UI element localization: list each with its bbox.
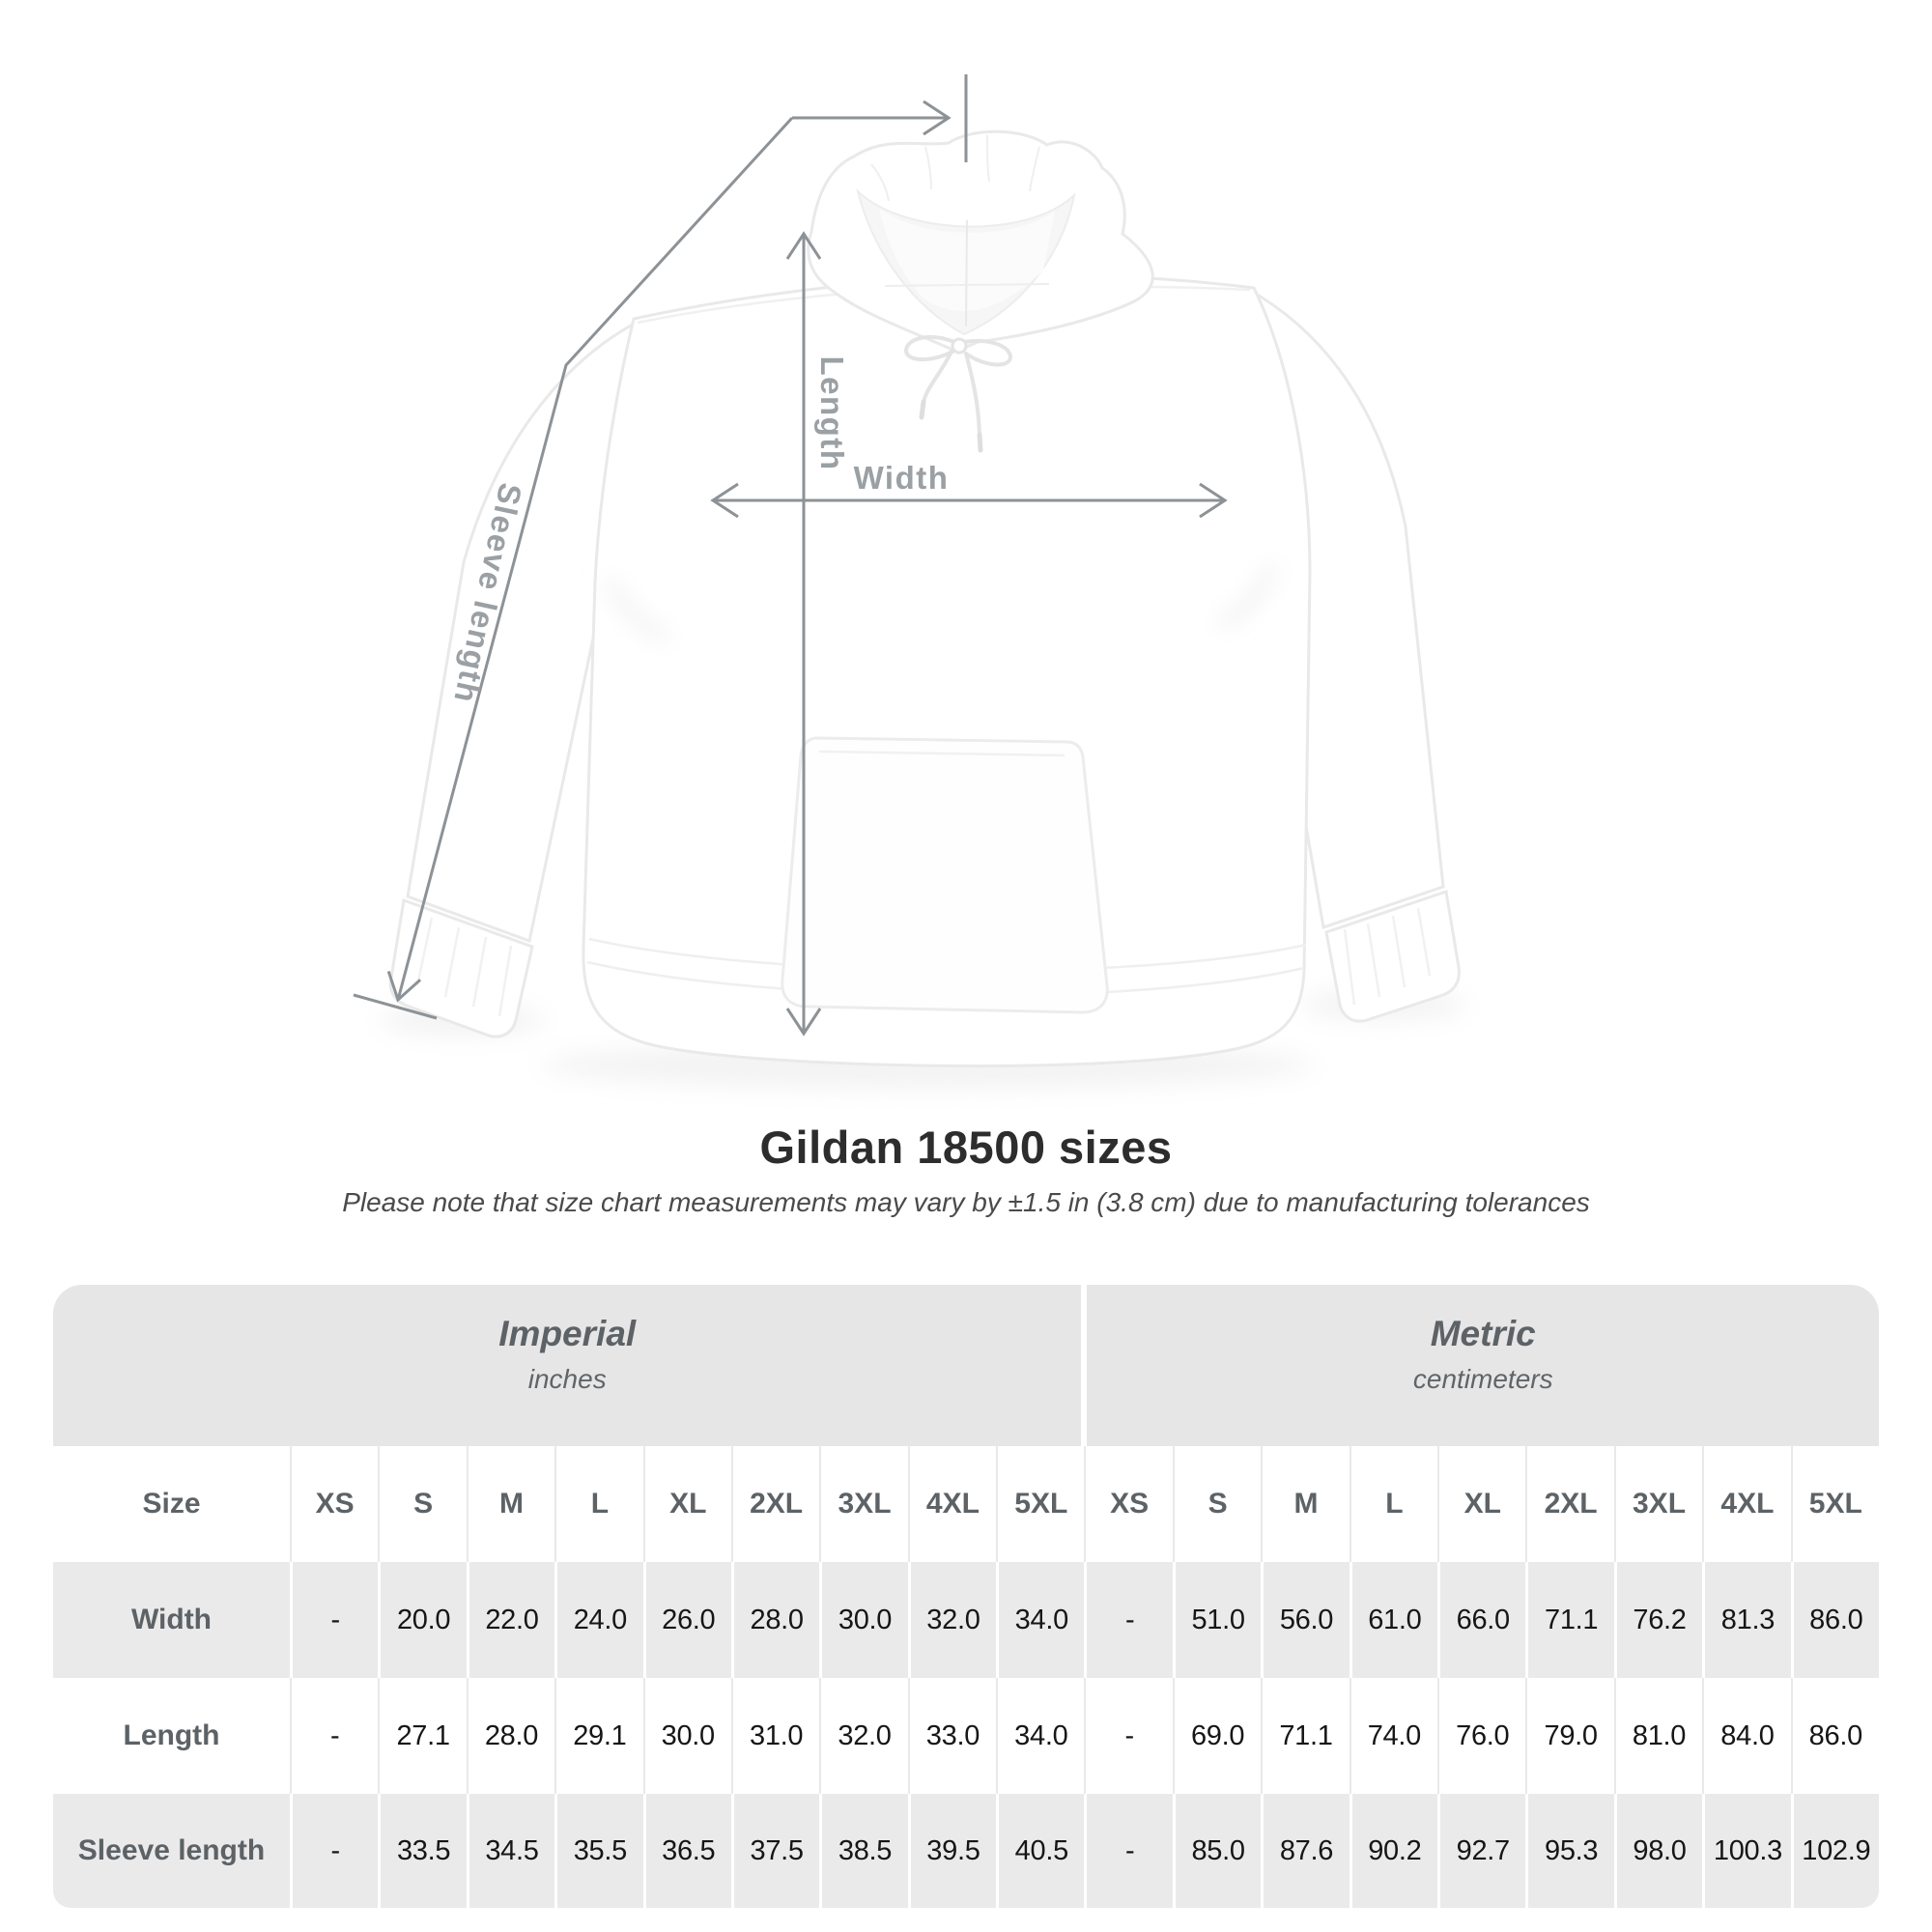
table-cell: 37.5 (730, 1794, 820, 1908)
table-cell: 71.1 (1525, 1562, 1614, 1678)
column-header: 4XL (1702, 1446, 1791, 1562)
table-cell: 56.0 (1261, 1562, 1350, 1678)
table-cell: 95.3 (1525, 1794, 1614, 1908)
table-cell: 87.6 (1261, 1794, 1350, 1908)
column-header: 2XL (1525, 1446, 1614, 1562)
width-label: Width (854, 460, 950, 496)
page-title: Gildan 18500 sizes (759, 1122, 1173, 1173)
table-cell: 35.5 (554, 1794, 643, 1908)
imperial-section-header: Imperial inches (53, 1285, 1082, 1446)
hoodie-illustration: Length Width Sleeve length (353, 74, 1465, 1089)
table-cell: 36.5 (642, 1794, 731, 1908)
table-cell: 84.0 (1702, 1678, 1791, 1794)
table-cell: 92.7 (1437, 1794, 1526, 1908)
tolerance-note: Please note that size chart measurements… (342, 1187, 1590, 1217)
table-cell: 40.5 (996, 1794, 1085, 1908)
size-column-header: Size (53, 1446, 290, 1562)
table-cell: 61.0 (1349, 1562, 1438, 1678)
table-cell: 32.0 (819, 1678, 908, 1794)
hoodie-left-sleeve (388, 318, 641, 1038)
table-cell: 29.1 (554, 1678, 643, 1794)
table-cell: 34.0 (996, 1678, 1085, 1794)
table-cell: 33.5 (378, 1794, 467, 1908)
table-cell: 34.5 (466, 1794, 555, 1908)
metric-title: Metric (1430, 1314, 1536, 1353)
table-cell: - (1084, 1562, 1173, 1678)
table-cell: 81.3 (1702, 1562, 1791, 1678)
table-cell: 26.0 (642, 1562, 731, 1678)
table-cell: 22.0 (466, 1562, 555, 1678)
column-header: M (1261, 1446, 1350, 1562)
table-cell: 31.0 (730, 1678, 820, 1794)
table-cell: 34.0 (996, 1562, 1085, 1678)
column-header: 3XL (819, 1446, 908, 1562)
column-header: XL (1437, 1446, 1526, 1562)
table-cell: 74.0 (1349, 1678, 1438, 1794)
table-cell: 32.0 (907, 1562, 997, 1678)
table-cell: 66.0 (1437, 1562, 1526, 1678)
table-cell: 39.5 (907, 1794, 997, 1908)
table-cell: - (290, 1678, 379, 1794)
size-table: Imperial inches Metric centimeters Size … (53, 1285, 1879, 1908)
imperial-unit: inches (527, 1364, 607, 1394)
table-cell: 38.5 (819, 1794, 908, 1908)
table-cell: 86.0 (1790, 1678, 1879, 1794)
hoodie-hood (807, 129, 1154, 354)
row-label-width: Width (53, 1562, 290, 1678)
column-header: L (554, 1446, 643, 1562)
table-cell: 81.0 (1613, 1678, 1703, 1794)
table-cell: 24.0 (554, 1562, 643, 1678)
table-cell: 90.2 (1349, 1794, 1438, 1908)
table-cell: 51.0 (1172, 1562, 1262, 1678)
title-block: Gildan 18500 sizes Please note that size… (0, 1121, 1932, 1218)
table-cell: 33.0 (907, 1678, 997, 1794)
metric-section-header: Metric centimeters (1087, 1285, 1879, 1446)
metric-unit: centimeters (1412, 1364, 1553, 1394)
column-header: 5XL (996, 1446, 1085, 1562)
table-cell: - (290, 1794, 379, 1908)
column-header: XS (290, 1446, 379, 1562)
table-cell: - (1084, 1678, 1173, 1794)
column-header: XS (1084, 1446, 1173, 1562)
table-cell: 76.0 (1437, 1678, 1526, 1794)
column-header: 5XL (1790, 1446, 1879, 1562)
table-cell: 30.0 (642, 1678, 731, 1794)
length-label: Length (814, 356, 850, 471)
hoodie-drawstrings (904, 334, 1013, 453)
column-header: L (1349, 1446, 1438, 1562)
row-label-length: Length (53, 1678, 290, 1794)
table-cell: 102.9 (1790, 1794, 1879, 1908)
hoodie-measurement-diagram: Length Width Sleeve length (353, 74, 1465, 1089)
column-header: XL (642, 1446, 731, 1562)
imperial-title: Imperial (498, 1314, 637, 1353)
column-header: S (378, 1446, 467, 1562)
table-cell: 28.0 (730, 1562, 820, 1678)
sleeve-length-line (386, 116, 794, 1003)
table-cell: 69.0 (1172, 1678, 1262, 1794)
table-cell: 76.2 (1613, 1562, 1703, 1678)
table-cell: 79.0 (1525, 1678, 1614, 1794)
table-cell: 85.0 (1172, 1794, 1262, 1908)
table-cell: 28.0 (466, 1678, 555, 1794)
table-cell: 100.3 (1702, 1794, 1791, 1908)
sleeve-bottom-tick (353, 993, 438, 1020)
table-cell: 86.0 (1790, 1562, 1879, 1678)
column-header: S (1172, 1446, 1262, 1562)
row-label-sleeve-length: Sleeve length (53, 1794, 290, 1908)
hoodie-body (582, 273, 1312, 1067)
table-cell: 20.0 (378, 1562, 467, 1678)
table-cell: 27.1 (378, 1678, 467, 1794)
table-cell: 98.0 (1613, 1794, 1703, 1908)
hoodie-pocket (781, 736, 1109, 1014)
column-header: M (466, 1446, 555, 1562)
table-cell: 71.1 (1261, 1678, 1350, 1794)
table-cell: 30.0 (819, 1562, 908, 1678)
column-header: 3XL (1613, 1446, 1703, 1562)
measurement-lines (353, 74, 1228, 1037)
table-cell: - (290, 1562, 379, 1678)
column-header: 2XL (730, 1446, 820, 1562)
table-cell: - (1084, 1794, 1173, 1908)
column-header: 4XL (907, 1446, 997, 1562)
